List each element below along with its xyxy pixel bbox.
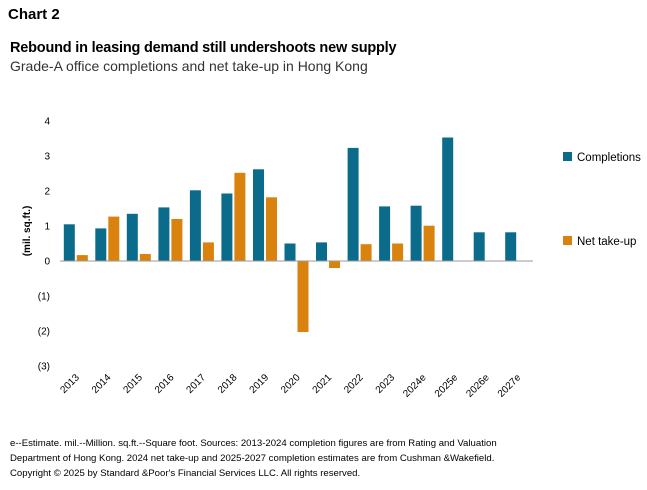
bars <box>63 137 517 332</box>
bar-completions-2023 <box>379 206 391 261</box>
x-tick-label: 2017 <box>185 372 209 396</box>
x-tick-label: 2020 <box>279 372 303 396</box>
bar-completions-2019 <box>253 169 264 261</box>
bar-completions-2014 <box>95 228 107 261</box>
footnote-line-1: e--Estimate. mil.--Million. sq.ft.--Squa… <box>10 438 497 449</box>
x-tick-label: 2022 <box>342 372 366 396</box>
footnote-line-2: Department of Hong Kong. 2024 net take-u… <box>10 453 495 464</box>
bar-net-take-up-2014 <box>108 216 120 261</box>
x-tick-label: 2016 <box>153 372 177 396</box>
y-axis-ticks: 4 3 2 1 0 (1) (2) (3) <box>38 117 51 373</box>
bar-completions-2021 <box>316 242 327 261</box>
y-tick-label: 2 <box>44 187 50 198</box>
footnote-line-3: Copyright © 2025 by Standard &Poor's Fin… <box>10 468 361 479</box>
x-tick-label: 2025e <box>433 372 461 400</box>
y-tick-label: 1 <box>44 222 50 233</box>
y-tick-label: (2) <box>38 327 50 338</box>
bar-net-take-up-2024e <box>423 225 435 261</box>
footnote: e--Estimate. mil.--Million. sq.ft.--Squa… <box>10 436 640 481</box>
bar-completions-2027e <box>505 232 517 261</box>
bar-net-take-up-2020 <box>297 261 309 332</box>
bar-net-take-up-2017 <box>202 242 214 261</box>
y-tick-label: 0 <box>44 257 50 268</box>
legend-label-completions: Completions <box>577 152 641 164</box>
bar-net-take-up-2015 <box>139 254 151 261</box>
chart-label: Chart 2 <box>8 6 60 23</box>
bar-completions-2022 <box>347 147 359 261</box>
x-tick-label: 2027e <box>496 372 524 400</box>
legend-label-net-take-up: Net take-up <box>577 236 636 248</box>
x-tick-label: 2024e <box>401 372 429 400</box>
bar-completions-2015 <box>126 213 138 262</box>
bar-completions-2026e <box>473 232 485 261</box>
y-tick-label: 4 <box>44 117 50 128</box>
x-tick-label: 2013 <box>58 372 82 396</box>
x-tick-label: 2021 <box>311 372 335 396</box>
bar-completions-2013 <box>63 224 75 262</box>
x-tick-label: 2023 <box>374 372 398 396</box>
x-tick-label: 2019 <box>248 372 272 396</box>
bar-completions-2017 <box>189 190 201 261</box>
bar-net-take-up-2022 <box>360 244 372 261</box>
y-tick-label: (3) <box>38 362 50 373</box>
bar-net-take-up-2023 <box>392 243 404 261</box>
bar-net-take-up-2013 <box>76 255 88 261</box>
bar-completions-2016 <box>158 207 170 261</box>
x-tick-label: 2014 <box>90 372 114 396</box>
chart-subtitle: Grade-A office completions and net take-… <box>10 58 368 74</box>
bar-net-take-up-2021 <box>329 261 340 268</box>
bar-completions-2025e <box>442 137 454 261</box>
x-tick-label: 2018 <box>216 372 240 396</box>
bar-net-take-up-2019 <box>266 197 277 261</box>
bar-completions-2018 <box>221 193 233 261</box>
x-tick-label: 2026e <box>464 372 492 400</box>
legend-swatch-net-take-up <box>563 236 572 245</box>
y-axis-label: (mil. sq.ft.) <box>22 206 33 257</box>
chart-title: Rebound in leasing demand still undersho… <box>10 40 397 56</box>
legend: Completions Net take-up <box>563 152 641 248</box>
legend-swatch-completions <box>563 152 572 161</box>
bar-net-take-up-2018 <box>234 172 246 261</box>
x-axis-ticks: 2013 2014 2015 2016 2017 2018 2019 2020 2021 2022… <box>58 372 523 400</box>
bar-completions-2024e <box>410 205 422 261</box>
bar-completions-2020 <box>284 243 296 261</box>
y-tick-label: (1) <box>38 292 50 303</box>
bar-net-take-up-2016 <box>171 219 183 261</box>
x-tick-label: 2015 <box>121 372 145 396</box>
y-tick-label: 3 <box>44 152 50 163</box>
